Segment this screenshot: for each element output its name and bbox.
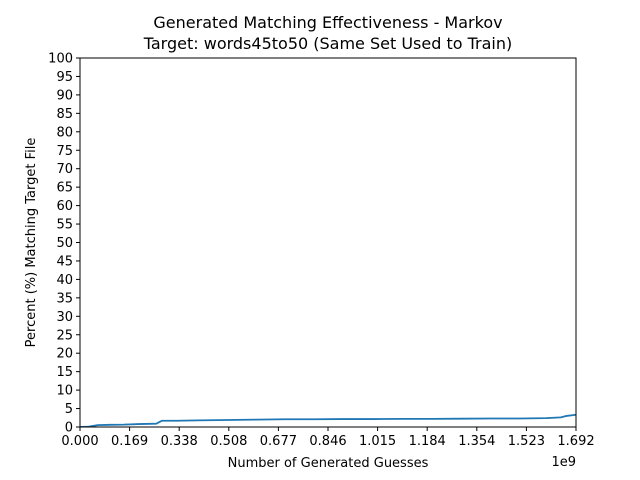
chart-subtitle: Target: words45to50 (Same Set Used to Tr… bbox=[143, 34, 513, 53]
y-tick-label: 10 bbox=[56, 384, 73, 399]
y-tick-label: 40 bbox=[56, 273, 73, 288]
chart-title: Generated Matching Effectiveness - Marko… bbox=[153, 13, 502, 32]
y-tick-label: 60 bbox=[56, 199, 73, 214]
y-tick-label: 80 bbox=[56, 125, 73, 140]
y-tick-label: 35 bbox=[56, 291, 73, 306]
x-tick-label: 0.846 bbox=[309, 434, 346, 449]
y-axis: 0 5 10 15 20 25 30 35 40 45 50 55 60 65 70 75 80 85 90 95 10… bbox=[48, 52, 80, 436]
y-tick-label: 5 bbox=[65, 402, 73, 417]
x-tick-label: 0.677 bbox=[260, 434, 297, 449]
x-tick-label: 1.015 bbox=[359, 434, 396, 449]
x-tick-label: 1.692 bbox=[557, 434, 594, 449]
y-tick-label: 75 bbox=[56, 144, 73, 159]
x-tick-label: 1.184 bbox=[409, 434, 446, 449]
y-tick-label: 55 bbox=[56, 218, 73, 233]
y-tick-label: 70 bbox=[56, 162, 73, 177]
y-tick-label: 15 bbox=[56, 365, 73, 380]
x-tick-label: 0.508 bbox=[210, 434, 247, 449]
y-tick-label: 95 bbox=[56, 70, 73, 85]
y-tick-label: 25 bbox=[56, 328, 73, 343]
y-tick-label: 65 bbox=[56, 181, 73, 196]
x-axis: 0.000 0.169 0.338 0.508 0.677 0.846 1.015 1.184… bbox=[61, 427, 595, 449]
x-tick-label: 0.169 bbox=[111, 434, 148, 449]
series-layer bbox=[80, 413, 576, 427]
y-tick-label: 0 bbox=[65, 421, 73, 436]
x-tick-label: 1.523 bbox=[508, 434, 545, 449]
x-axis-label: Number of Generated Guesses bbox=[228, 456, 429, 471]
y-axis-label: Percent (%) Matching Target File bbox=[24, 138, 39, 348]
x-tick-label: 1.354 bbox=[458, 434, 495, 449]
y-tick-label: 100 bbox=[48, 52, 73, 67]
y-tick-label: 30 bbox=[56, 310, 73, 325]
x-tick-label: 0.000 bbox=[61, 434, 98, 449]
x-axis-offset-label: 1e9 bbox=[551, 455, 576, 470]
y-tick-label: 50 bbox=[56, 236, 73, 251]
y-tick-label: 20 bbox=[56, 347, 73, 362]
series-line bbox=[80, 413, 576, 427]
y-tick-label: 45 bbox=[56, 254, 73, 269]
y-tick-label: 85 bbox=[56, 107, 73, 122]
y-tick-label: 90 bbox=[56, 88, 73, 103]
x-tick-label: 0.338 bbox=[161, 434, 198, 449]
